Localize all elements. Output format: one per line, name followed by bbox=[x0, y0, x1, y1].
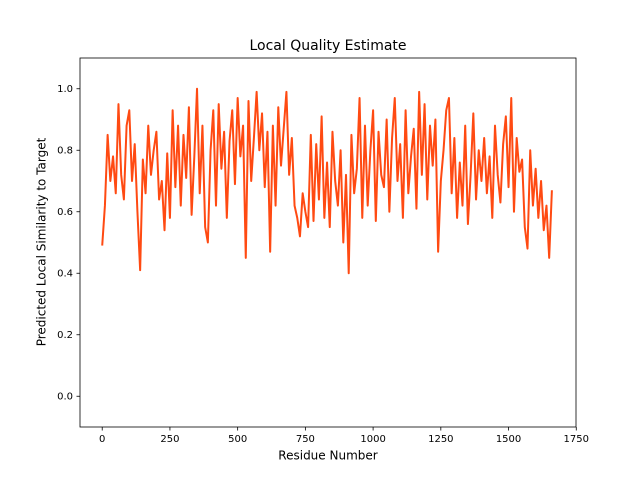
y-tick-label: 0.6 bbox=[57, 207, 73, 218]
y-tick-label: 0.2 bbox=[57, 330, 73, 341]
x-tick-label: 1500 bbox=[496, 434, 521, 445]
x-tick-label: 1000 bbox=[360, 434, 385, 445]
x-axis-label: Residue Number bbox=[278, 449, 377, 463]
x-tick-label: 750 bbox=[296, 434, 315, 445]
x-tick-label: 0 bbox=[99, 434, 105, 445]
x-tick-label: 250 bbox=[160, 434, 179, 445]
data-line bbox=[101, 87, 553, 275]
y-axis-label: Predicted Local Similarity to Target bbox=[35, 137, 49, 346]
y-tick-label: 1.0 bbox=[57, 84, 73, 95]
x-tick-label: 1250 bbox=[428, 434, 453, 445]
y-tick-label: 0.8 bbox=[57, 145, 73, 156]
y-tick-label: 0.4 bbox=[57, 268, 73, 279]
plot-frame bbox=[79, 57, 577, 428]
x-tick-label: 1750 bbox=[564, 434, 589, 445]
chart-title: Local Quality Estimate bbox=[249, 38, 406, 54]
x-tick-label: 500 bbox=[228, 434, 247, 445]
y-tick-label: 0.0 bbox=[57, 391, 73, 402]
